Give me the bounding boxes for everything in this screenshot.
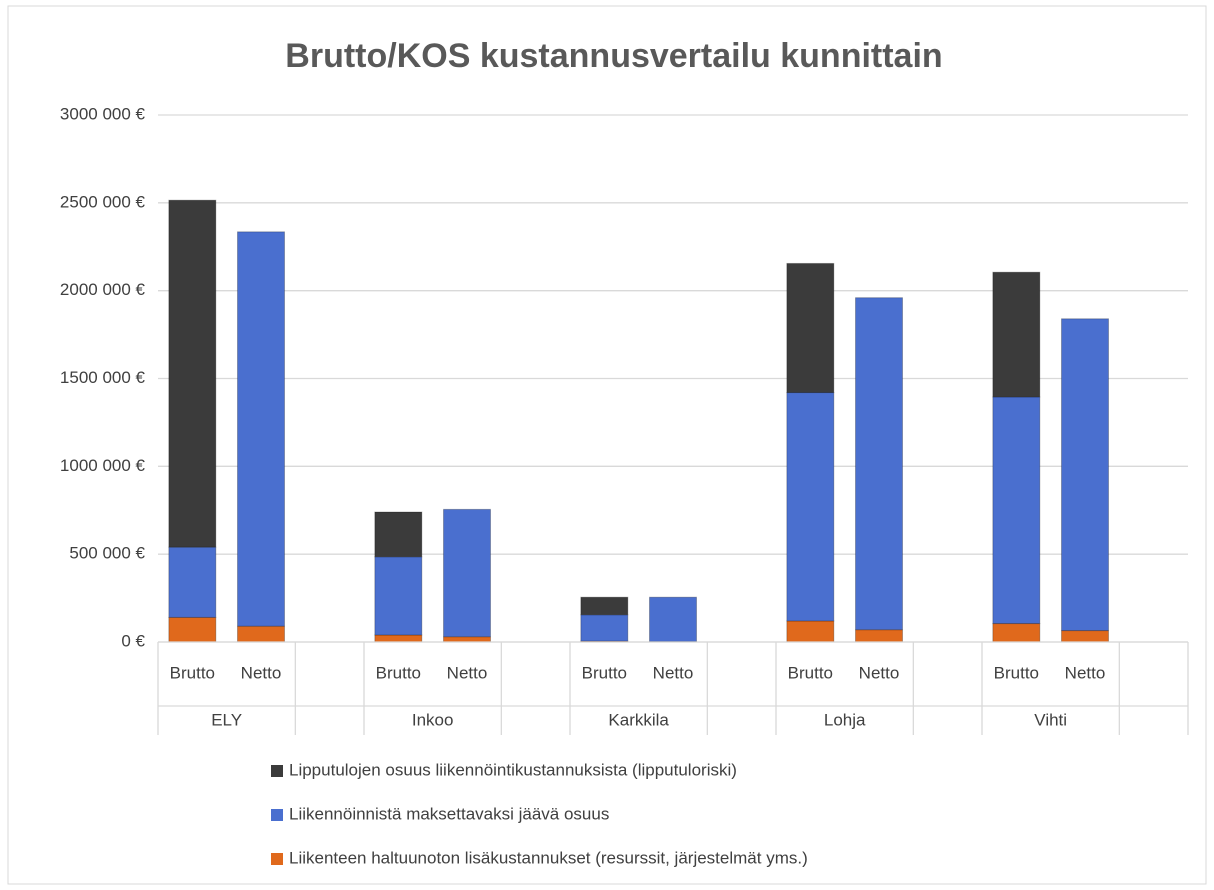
bar-segment (649, 596, 697, 642)
group-label: Lohja (824, 710, 866, 729)
bar-segment (1061, 318, 1109, 632)
bar-segment (374, 634, 423, 643)
group-label: Vihti (1034, 710, 1067, 729)
x-tick-label: Netto (1065, 663, 1106, 682)
bar-segment (992, 271, 1041, 398)
x-tick-label: Netto (653, 663, 694, 682)
legend-swatch (271, 853, 283, 865)
group-label: Karkkila (608, 710, 669, 729)
x-tick-label: Brutto (994, 663, 1039, 682)
bar-segment (855, 629, 903, 643)
y-tick-label: 1500 000 € (60, 368, 146, 387)
bar-segment (168, 199, 217, 548)
y-tick-label: 2500 000 € (60, 192, 146, 211)
group-label: ELY (211, 710, 242, 729)
x-tick-label: Brutto (376, 663, 421, 682)
bar-segment (1061, 630, 1109, 643)
x-tick-label: Brutto (582, 663, 627, 682)
bar-segment (374, 511, 423, 558)
y-tick-label: 1000 000 € (60, 456, 146, 475)
chart-title: Brutto/KOS kustannusvertailu kunnittain (285, 37, 942, 75)
y-tick-label: 2000 000 € (60, 280, 146, 299)
bar-segment (168, 546, 217, 618)
group-label: Inkoo (412, 710, 454, 729)
y-tick-label: 3000 000 € (60, 104, 146, 123)
bar-segment (786, 620, 835, 643)
bar-segment (443, 636, 491, 643)
legend-swatch (271, 765, 283, 777)
x-tick-label: Netto (447, 663, 488, 682)
bar-segment (992, 623, 1041, 643)
x-tick-label: Brutto (170, 663, 215, 682)
bar-segment (443, 508, 491, 638)
legend-label: Liikenteen haltuunoton lisäkustannukset … (289, 848, 808, 867)
bar-segment (786, 392, 835, 622)
bar-segment (855, 297, 903, 631)
legend-label: Lipputulojen osuus liikennöintikustannuk… (289, 760, 737, 779)
legend-label: Liikennöinnistä maksettavaksi jäävä osuu… (289, 804, 609, 823)
y-tick-label: 500 000 € (69, 544, 145, 563)
bar-segment (580, 614, 629, 642)
bar-segment (237, 231, 285, 627)
bar-segment (168, 616, 217, 643)
y-tick-label: 0 € (121, 631, 145, 650)
bar-segment (992, 396, 1041, 625)
x-tick-label: Netto (241, 663, 282, 682)
bar-segment (786, 262, 835, 394)
bar-segment (580, 596, 629, 616)
x-tick-label: Netto (859, 663, 900, 682)
bar-segment (237, 625, 285, 643)
bar-segment (374, 556, 423, 636)
x-tick-label: Brutto (788, 663, 833, 682)
legend-swatch (271, 809, 283, 821)
